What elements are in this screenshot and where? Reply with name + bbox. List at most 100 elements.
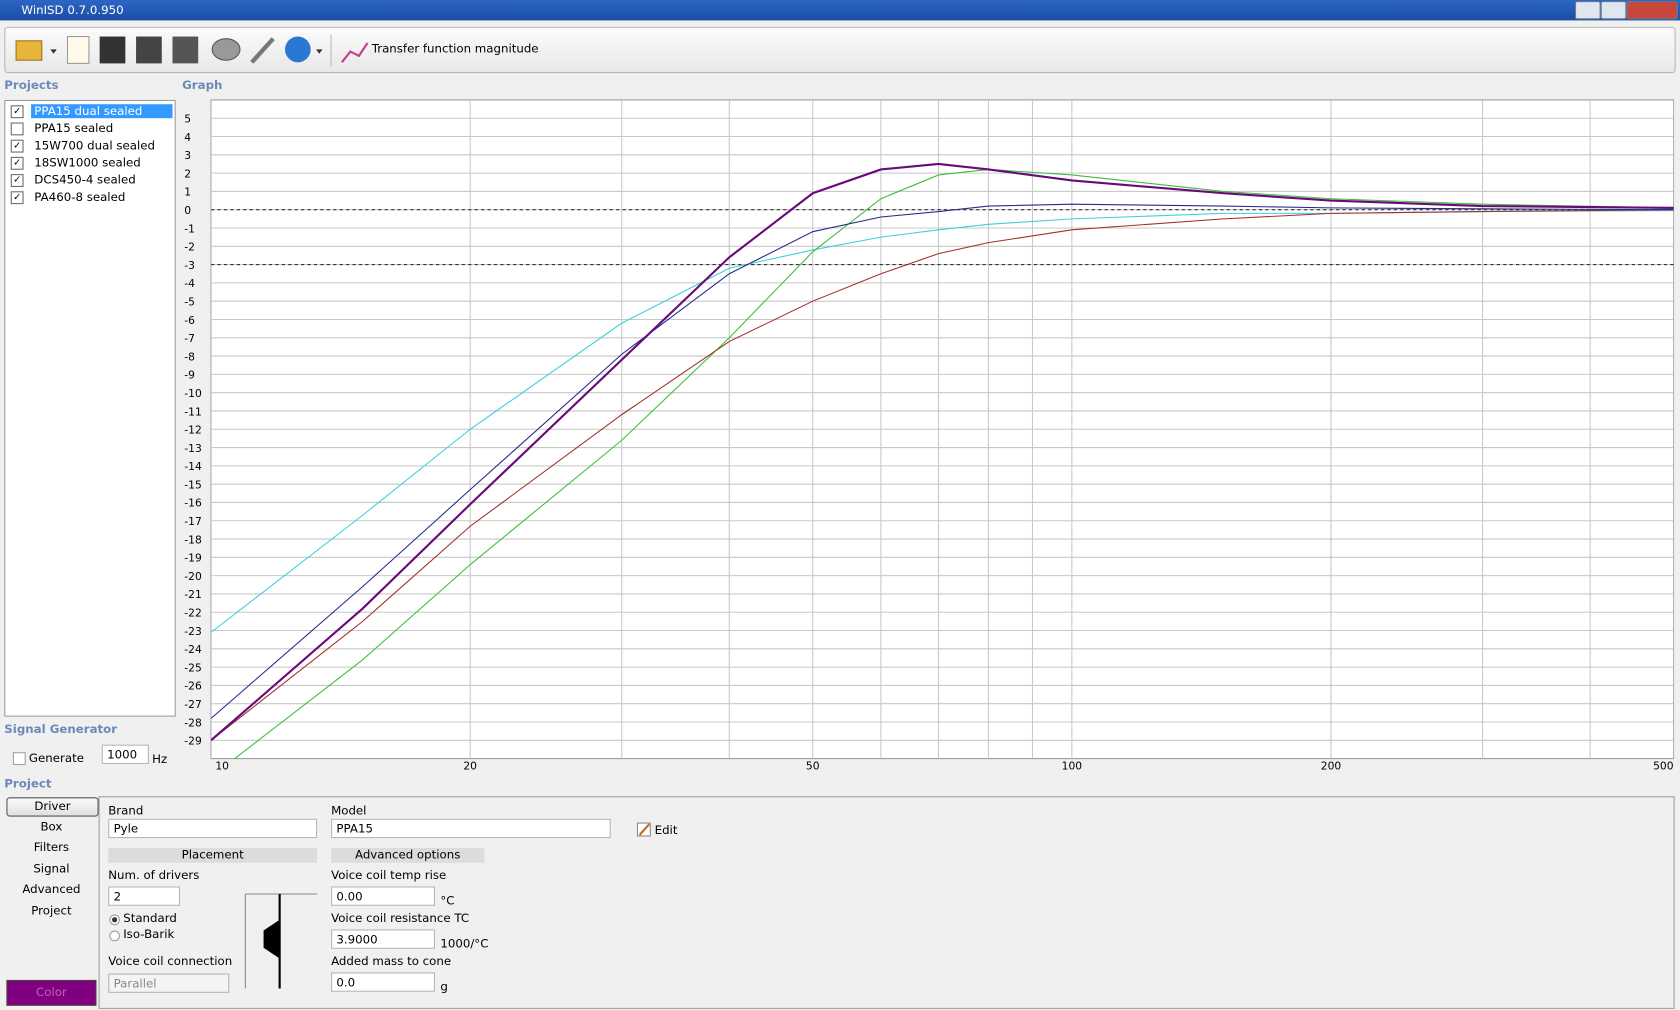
project-item[interactable]: ✓ 18SW1000 sealed (10, 155, 173, 171)
project-list: ✓ PPA15 dual sealed PPA15 sealed ✓ 15W700 du… (4, 99, 176, 717)
save-as-button[interactable] (136, 36, 162, 64)
data-line (211, 210, 1674, 633)
data-line (211, 162, 1674, 742)
y-tick-label: -13 (184, 442, 201, 455)
frequency-input[interactable]: 1000 (101, 744, 149, 764)
y-tick-label: -4 (184, 277, 195, 290)
y-tick-label: -15 (184, 478, 201, 491)
model-label: Model (331, 803, 367, 818)
project-tab[interactable]: Filters (33, 840, 70, 855)
save-button[interactable] (99, 36, 126, 64)
driver-panel: Brand Pyle Model PPA15 Edit Placement Nu… (98, 796, 1675, 1009)
new-button[interactable] (66, 35, 90, 64)
y-tick-label: 2 (184, 167, 191, 180)
y-tick-label: -29 (184, 735, 202, 748)
x-tick-label: 50 (806, 759, 820, 772)
radio-label[interactable]: Standard (123, 911, 177, 926)
project-item[interactable]: ✓ PA460-8 sealed (10, 189, 173, 205)
save-all-button[interactable] (172, 36, 199, 64)
title-bar: WinISD 0.7.0.950 (0, 0, 1680, 21)
project-checkbox[interactable]: ✓ (10, 156, 24, 170)
radio-label[interactable]: Iso-Barik (123, 927, 175, 942)
signal-generator-label: Signal Generator (4, 722, 118, 737)
y-tick-label: -2 (184, 241, 195, 254)
y-tick-label: -11 (184, 405, 201, 418)
project-checkbox[interactable] (10, 122, 24, 136)
y-tick-label: -6 (184, 314, 195, 327)
data-line (211, 203, 1674, 719)
project-tab[interactable]: Box (40, 819, 63, 834)
y-tick-label: -1 (184, 222, 195, 235)
num-drivers-select[interactable]: 2 (108, 886, 180, 906)
vc-res-tc-unit: 1000/°C (440, 936, 489, 951)
project-name[interactable]: DCS450-4 sealed (34, 172, 136, 187)
project-item[interactable]: ✓ 15W700 dual sealed (10, 138, 173, 154)
minimize-button[interactable] (1574, 1, 1601, 20)
edit-button[interactable]: Edit (654, 823, 678, 838)
project-checkbox[interactable]: ✓ (10, 139, 24, 153)
y-tick-label: -12 (184, 424, 201, 437)
driver-button[interactable] (211, 38, 241, 61)
open-dropdown[interactable] (50, 49, 57, 54)
y-tick-label: 0 (184, 204, 191, 217)
maximize-button[interactable] (1600, 1, 1627, 20)
y-tick-label: -8 (184, 350, 195, 363)
y-tick-label: -18 (184, 533, 202, 546)
y-tick-label: -19 (184, 552, 202, 565)
data-line (233, 168, 1674, 759)
graph-icon[interactable] (340, 42, 369, 63)
y-tick-label: -10 (184, 387, 202, 400)
generate-checkbox[interactable] (12, 752, 26, 766)
project-item[interactable]: ✓ DCS450-4 sealed (10, 172, 173, 188)
num-drivers-label: Num. of drivers (108, 868, 200, 883)
vc-temp-rise-unit: °C (440, 893, 455, 908)
vc-res-tc-input[interactable]: 3.9000 (331, 929, 435, 949)
project-checkbox[interactable]: ✓ (10, 174, 24, 187)
radio-button[interactable] (109, 930, 120, 942)
project-name[interactable]: PPA15 sealed (34, 121, 114, 136)
project-tab[interactable]: Project (31, 903, 72, 918)
project-name[interactable]: 15W700 dual sealed (34, 138, 156, 153)
placement-diagram (244, 893, 318, 989)
y-tick-label: 1 (184, 186, 191, 199)
vc-temp-rise-label: Voice coil temp rise (331, 868, 447, 883)
vc-temp-rise-input[interactable]: 0.00 (331, 886, 435, 906)
y-tick-label: -17 (184, 515, 201, 528)
x-tick-label: 200 (1321, 759, 1342, 772)
projects-label: Projects (4, 78, 59, 93)
color-button[interactable]: Color (6, 979, 97, 1006)
project-item[interactable]: ✓ PPA15 dual sealed (10, 103, 173, 119)
added-mass-input[interactable]: 0.0 (331, 972, 435, 992)
graph-selector[interactable]: Transfer function magnitude (371, 41, 539, 56)
model-input[interactable]: PPA15 (331, 818, 611, 839)
project-label: Project (4, 776, 52, 791)
toolbar: Transfer function magnitude (4, 26, 1676, 74)
generate-label: Generate (28, 751, 84, 766)
project-tab[interactable]: Driver (6, 797, 99, 817)
x-tick-label: 20 (463, 759, 477, 772)
open-button[interactable] (15, 40, 43, 61)
project-checkbox[interactable]: ✓ (10, 105, 24, 119)
project-name[interactable]: PPA15 dual sealed (31, 104, 173, 119)
info-button[interactable] (284, 36, 311, 63)
tools-button[interactable] (250, 37, 275, 64)
added-mass-label: Added mass to cone (331, 954, 452, 969)
project-name[interactable]: PA460-8 sealed (34, 190, 126, 205)
project-tab[interactable]: Signal (33, 861, 70, 876)
close-button[interactable] (1626, 1, 1678, 20)
project-checkbox[interactable]: ✓ (10, 191, 24, 205)
y-tick-label: -3 (184, 259, 195, 272)
y-tick-label: -23 (184, 625, 201, 638)
info-dropdown[interactable] (316, 49, 323, 54)
brand-input[interactable]: Pyle (108, 818, 318, 839)
project-item[interactable]: PPA15 sealed (10, 120, 173, 136)
radio-button[interactable] (109, 914, 120, 926)
project-tab[interactable]: Advanced (22, 882, 81, 897)
chart: 543210-1-2-3-4-5-6-7-8-9-10-11-12-13-14-… (184, 99, 1675, 772)
voice-coil-connection-label: Voice coil connection (108, 954, 233, 969)
project-name[interactable]: 18SW1000 sealed (34, 155, 141, 170)
advanced-options-header: Advanced options (331, 847, 485, 863)
voice-coil-connection-select[interactable]: Parallel (108, 973, 230, 993)
